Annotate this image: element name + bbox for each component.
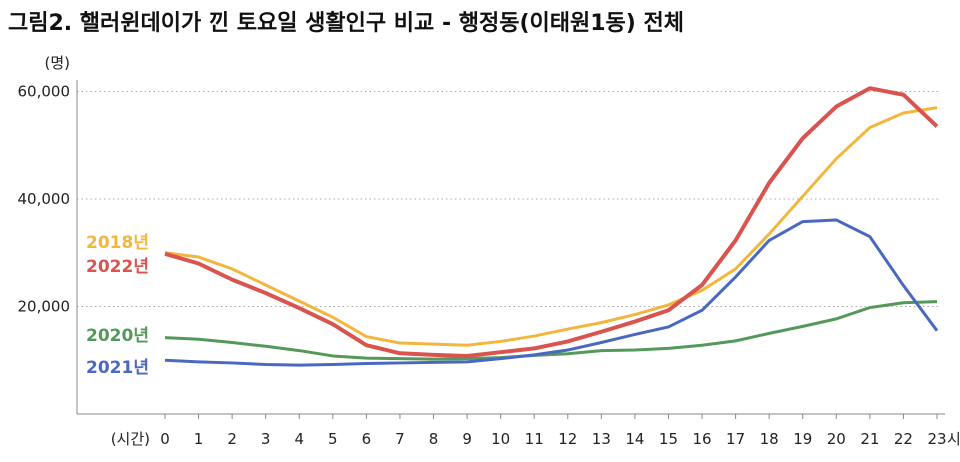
x-tick-label: 23 [927, 430, 946, 448]
x-tick-label: 10 [491, 430, 510, 448]
x-axis-label: (시간) [111, 430, 150, 448]
legend-label: 2018년 [86, 233, 149, 253]
x-tick-label: 1 [194, 430, 204, 448]
x-tick-label: 7 [395, 430, 405, 448]
x-tick-label: 15 [659, 430, 678, 448]
x-tick-label: 8 [429, 430, 439, 448]
x-unit-label: 시 [947, 430, 960, 448]
x-tick-label: 11 [525, 430, 544, 448]
y-axis-label: (명) [44, 54, 70, 72]
y-tick-label: 20,000 [18, 298, 71, 316]
x-tick-label: 9 [462, 430, 472, 448]
x-tick-label: 17 [726, 430, 745, 448]
legend-label: 2020년 [86, 326, 149, 346]
x-tick-label: 18 [760, 430, 779, 448]
series-line-2020년 [164, 300, 938, 361]
series-line-2021년 [164, 218, 939, 367]
x-tick-label: 4 [294, 430, 304, 448]
x-tick-label: 12 [558, 430, 577, 448]
x-tick-label: 19 [793, 430, 812, 448]
legend-label: 2022년 [86, 257, 149, 277]
x-tick-label: 0 [160, 430, 170, 448]
x-tick-label: 21 [860, 430, 879, 448]
series-line-2022년 [164, 86, 939, 358]
x-tick-label: 14 [625, 430, 644, 448]
y-tick-label: 40,000 [18, 190, 71, 208]
x-tick-label: 16 [692, 430, 711, 448]
x-tick-label: 6 [362, 430, 372, 448]
series-line-2018년 [164, 106, 938, 347]
x-tick-label: 5 [328, 430, 338, 448]
x-tick-label: 13 [592, 430, 611, 448]
x-tick-label: 22 [894, 430, 913, 448]
y-tick-label: 60,000 [18, 83, 71, 101]
x-tick-label: 20 [827, 430, 846, 448]
x-tick-label: 2 [227, 430, 237, 448]
chart-title: 그림2. 핼러윈데이가 낀 토요일 생활인구 비교 - 행정동(이태원1동) 전… [8, 11, 684, 36]
x-tick-label: 3 [261, 430, 271, 448]
legend-label: 2021년 [86, 358, 149, 378]
